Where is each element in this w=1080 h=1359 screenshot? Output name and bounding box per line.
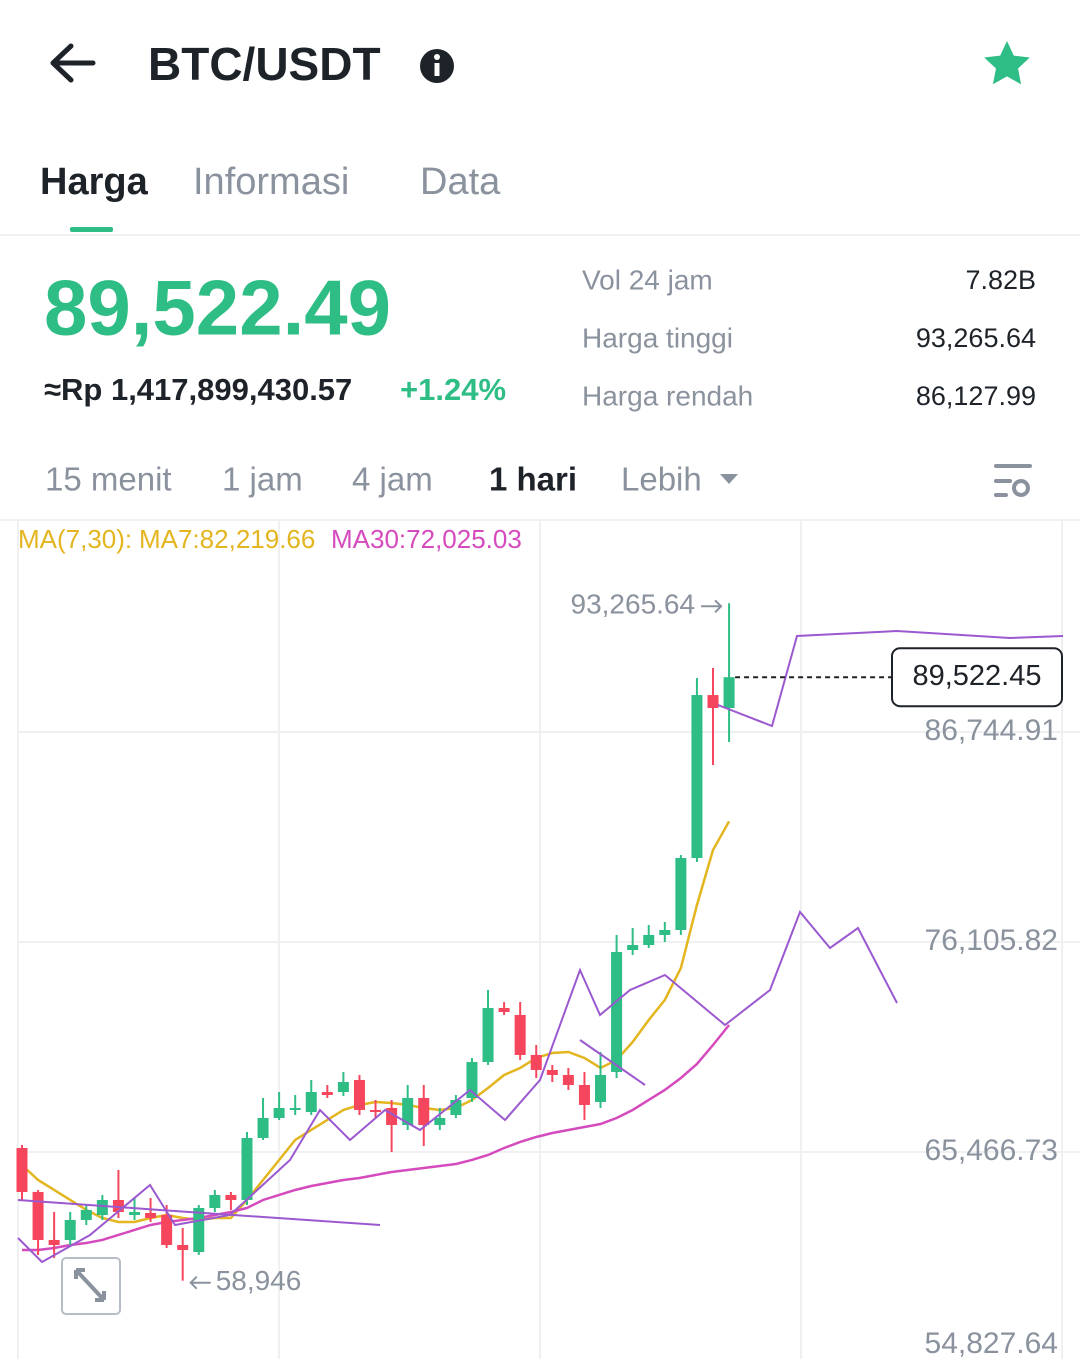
- candle-body: [16, 1147, 28, 1192]
- candle-body: [305, 1091, 317, 1112]
- candle-body: [675, 857, 687, 931]
- candle-body: [289, 1107, 301, 1110]
- low-label: 58,946: [216, 1265, 302, 1296]
- candle-body: [562, 1074, 574, 1085]
- candle-body: [691, 695, 703, 858]
- high-label: 93,265.64: [571, 589, 696, 620]
- candle-body: [659, 930, 671, 935]
- candle-body: [353, 1079, 365, 1110]
- candle-body: [514, 1014, 526, 1055]
- favorite-star[interactable]: [984, 41, 1030, 85]
- candle-body: [112, 1199, 124, 1212]
- stat-label: Vol 24 jam: [582, 264, 713, 295]
- candle-body: [209, 1194, 221, 1208]
- ma-legend: MA7:82,219.66: [139, 524, 315, 554]
- candle-body: [225, 1194, 237, 1200]
- candle-body: [498, 1007, 510, 1012]
- chart: [16, 603, 1080, 1281]
- candle-body: [578, 1084, 590, 1105]
- ma-legend: MA(7,30):: [18, 524, 132, 554]
- expand-button[interactable]: [61, 1257, 121, 1315]
- y-tick-label: 54,827.64: [925, 1327, 1058, 1359]
- last-price-label: 89,522.45: [912, 660, 1041, 692]
- divider: [0, 519, 1080, 521]
- interval[interactable]: 1 jam: [222, 461, 303, 498]
- high-arrow: [701, 599, 723, 614]
- interval[interactable]: 15 menit: [45, 461, 172, 498]
- candle-body: [48, 1239, 60, 1245]
- divider: [0, 234, 1080, 236]
- price-change: +1.24%: [400, 372, 506, 407]
- candle-body: [96, 1199, 108, 1215]
- stat-value: 86,127.99: [916, 381, 1036, 411]
- pair-title: BTC/USDT: [148, 38, 381, 90]
- stat-value: 7.82B: [965, 265, 1036, 295]
- candle-body: [80, 1209, 92, 1220]
- candle-body: [707, 695, 719, 709]
- candle-body: [257, 1117, 269, 1138]
- ma-line: [21, 820, 731, 1224]
- tab[interactable]: Harga: [40, 161, 149, 203]
- candle-body: [611, 951, 623, 1072]
- candle-body: [177, 1244, 189, 1250]
- back-button[interactable]: [50, 43, 96, 83]
- candle-body: [482, 1007, 494, 1062]
- candle-body: [241, 1137, 253, 1200]
- last-price: 89,522.49: [44, 264, 391, 352]
- candle-body: [530, 1054, 542, 1070]
- candle-body: [145, 1212, 157, 1218]
- info-icon[interactable]: [420, 49, 454, 83]
- candle-body: [450, 1099, 462, 1115]
- candle-body: [418, 1097, 430, 1125]
- tab[interactable]: Data: [420, 161, 501, 203]
- candle-body: [128, 1211, 140, 1215]
- stat-label: Harga rendah: [582, 380, 753, 411]
- candle-body: [466, 1061, 478, 1098]
- stat-label: Harga tinggi: [582, 322, 733, 353]
- stat-value: 93,265.64: [916, 323, 1036, 353]
- dropdown-caret: [720, 474, 738, 484]
- low-arrow: [189, 1276, 211, 1290]
- candle-body: [546, 1069, 558, 1075]
- chart-settings[interactable]: [994, 464, 1032, 497]
- ma-legend: MA30:72,025.03: [331, 524, 522, 554]
- candle-body: [193, 1207, 205, 1252]
- ma-line: [22, 1024, 731, 1252]
- drawing-lines: [17, 629, 1064, 1264]
- candle-body: [273, 1107, 285, 1118]
- interval[interactable]: Lebih: [621, 461, 702, 498]
- candle-body: [321, 1091, 333, 1095]
- tab-indicator: [70, 227, 113, 232]
- candle-body: [723, 677, 735, 709]
- candle-body: [337, 1081, 349, 1092]
- candle-body: [434, 1117, 446, 1125]
- vertical-grid: [17, 521, 1063, 1359]
- candle-body: [161, 1214, 173, 1245]
- tab[interactable]: Informasi: [193, 161, 349, 203]
- candle-body: [32, 1191, 44, 1240]
- candle-body: [643, 934, 655, 946]
- candle-body: [64, 1219, 76, 1240]
- last-price-box: [891, 647, 1063, 708]
- candle-body: [627, 945, 639, 950]
- y-tick-label: 86,744.91: [925, 714, 1058, 747]
- candle-body: [386, 1107, 398, 1125]
- y-tick-label: 65,466.73: [925, 1134, 1058, 1167]
- interval[interactable]: 4 jam: [352, 461, 433, 498]
- candle-body: [370, 1109, 382, 1112]
- candle-body: [402, 1097, 414, 1125]
- candle-body: [595, 1074, 607, 1102]
- y-tick-label: 76,105.82: [925, 924, 1058, 957]
- fiat-price: ≈Rp 1,417,899,430.57: [44, 372, 352, 407]
- interval[interactable]: 1 hari: [489, 461, 577, 498]
